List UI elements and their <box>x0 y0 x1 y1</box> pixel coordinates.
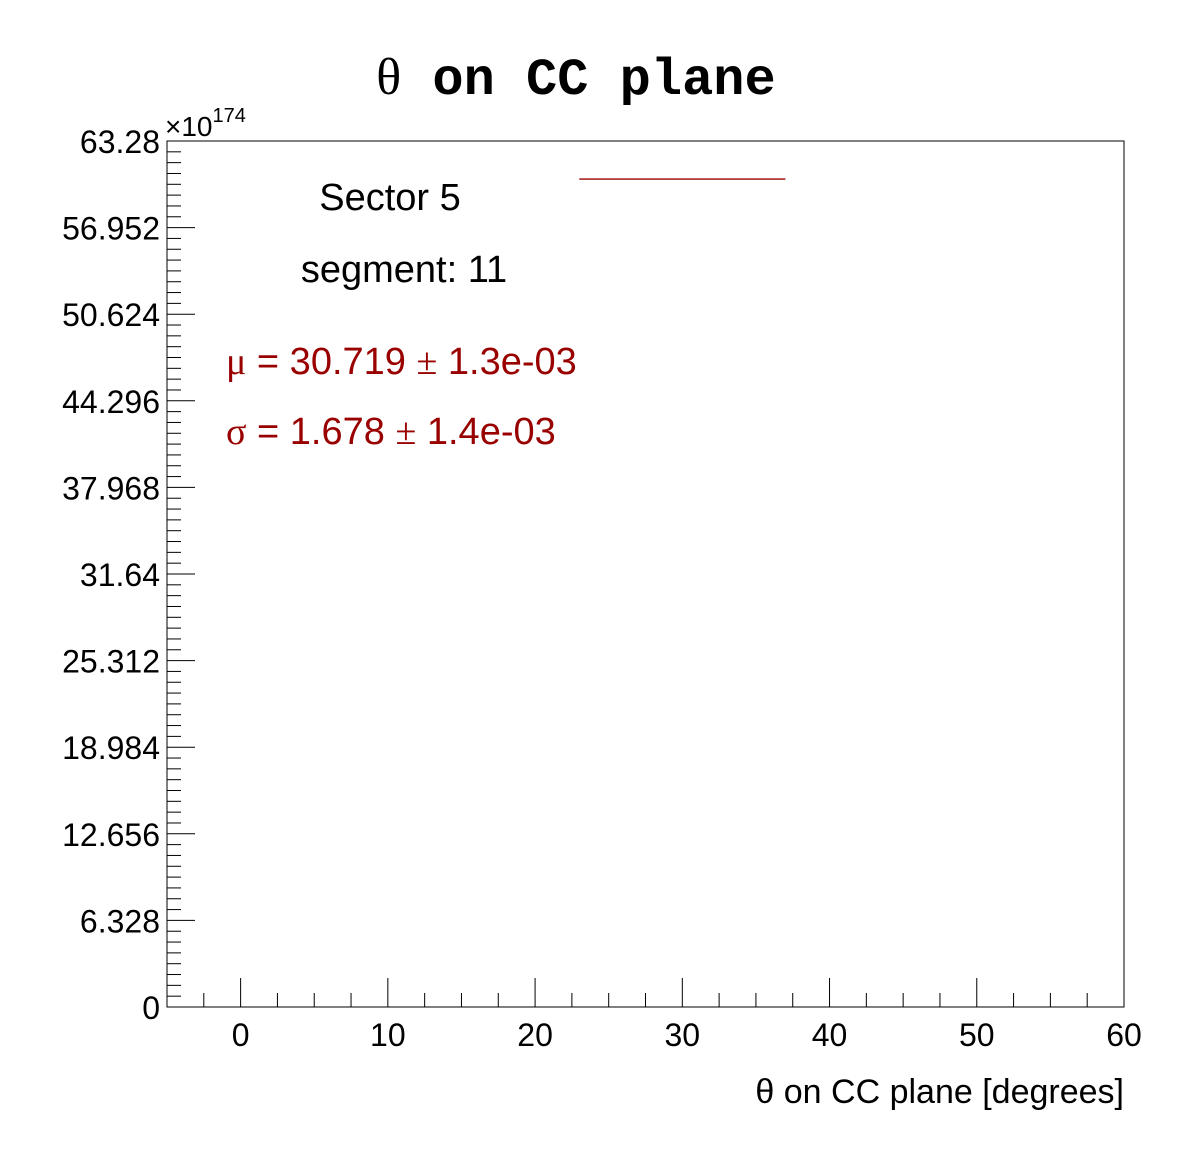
y-tick-label: 6.328 <box>80 903 160 939</box>
x-axis-title: θ on CC plane [degrees] <box>755 1073 1124 1111</box>
mu-error: 1.3e-03 <box>437 341 576 383</box>
y-axis-ticks <box>167 140 195 1008</box>
chart-title: θ on CC plane <box>376 49 775 110</box>
chart-title-symbol: θ <box>376 49 401 106</box>
sector-label: Sector 5 <box>319 177 461 219</box>
mu-symbol: μ <box>226 341 246 383</box>
y-tick-label: 50.624 <box>62 297 160 333</box>
y-tick-label: 18.984 <box>62 730 160 766</box>
chart-title-text: on CC plane <box>401 51 775 110</box>
x-tick-label: 60 <box>1106 1017 1142 1053</box>
fit-mean-label: μ = 30.719 ± 1.3e-03 <box>226 341 577 383</box>
y-tick-label: 0 <box>142 990 160 1026</box>
y-tick-label: 25.312 <box>62 644 160 680</box>
x-axis-ticks <box>166 978 1125 1007</box>
y-axis-exponent-power: 174 <box>213 105 246 127</box>
x-tick-label: 30 <box>665 1017 701 1053</box>
x-tick-label: 20 <box>517 1017 553 1053</box>
y-axis-exponent: ×10174 <box>165 105 246 142</box>
mu-plus-minus: ± <box>416 341 437 383</box>
y-tick-label: 63.28 <box>80 124 160 160</box>
sigma-plus-minus: ± <box>395 411 416 453</box>
fit-sigma-label: σ = 1.678 ± 1.4e-03 <box>226 411 556 453</box>
y-tick-label: 31.64 <box>80 557 160 593</box>
sigma-symbol: σ <box>226 411 246 453</box>
x-tick-label: 50 <box>959 1017 995 1053</box>
sigma-value: = 1.678 <box>246 411 395 453</box>
x-tick-label: 0 <box>232 1017 250 1053</box>
y-axis-tick-labels: 0 6.328 12.656 18.984 25.312 31.64 37.968 44.29… <box>62 124 160 1026</box>
y-tick-label: 37.968 <box>62 470 160 506</box>
y-tick-label: 44.296 <box>62 384 160 420</box>
y-tick-label: 56.952 <box>62 211 160 247</box>
x-tick-label: 10 <box>370 1017 406 1053</box>
y-tick-label: 12.656 <box>62 817 160 853</box>
mu-value: = 30.719 <box>246 341 416 383</box>
segment-label: segment: 11 <box>301 249 507 291</box>
x-tick-label: 40 <box>812 1017 848 1053</box>
sigma-error: 1.4e-03 <box>416 411 555 453</box>
x-axis-tick-labels: 0 10 20 30 40 50 60 <box>232 1017 1142 1053</box>
y-axis-exponent-prefix: ×10 <box>165 111 213 142</box>
